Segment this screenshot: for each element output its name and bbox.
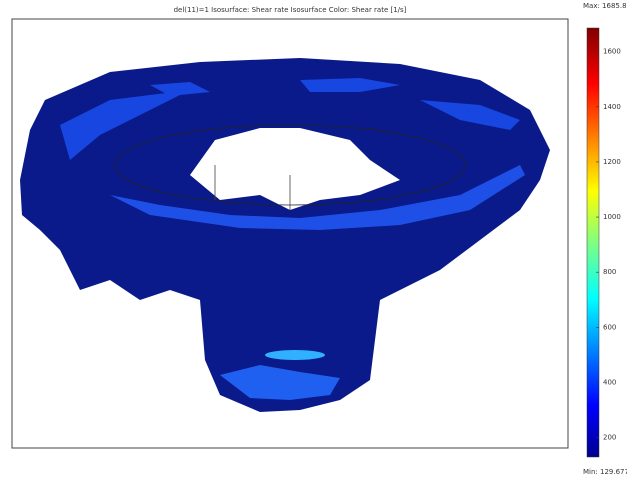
colorbar-tick-label: 600 <box>603 323 616 331</box>
colorbar-tick-label: 400 <box>603 378 616 386</box>
colorbar-tick-label: 1000 <box>603 213 621 221</box>
colorbar-min: Min: 129.677 <box>583 468 627 476</box>
colorbar-tick-label: 800 <box>603 268 616 276</box>
isosurface <box>20 58 550 412</box>
colorbar-tick-label: 1400 <box>603 103 621 111</box>
plot-title: del(11)=1 Isosurface: Shear rate Isosurf… <box>174 6 407 14</box>
colorbar <box>586 27 600 458</box>
colorbar-max: Max: 1685.804 <box>583 2 627 10</box>
colorbar-tick-label: 1200 <box>603 158 621 166</box>
plot-frame <box>11 18 569 449</box>
colorbar-tick-label: 200 <box>603 434 616 442</box>
colorbar-tick-label: 1600 <box>603 48 621 56</box>
